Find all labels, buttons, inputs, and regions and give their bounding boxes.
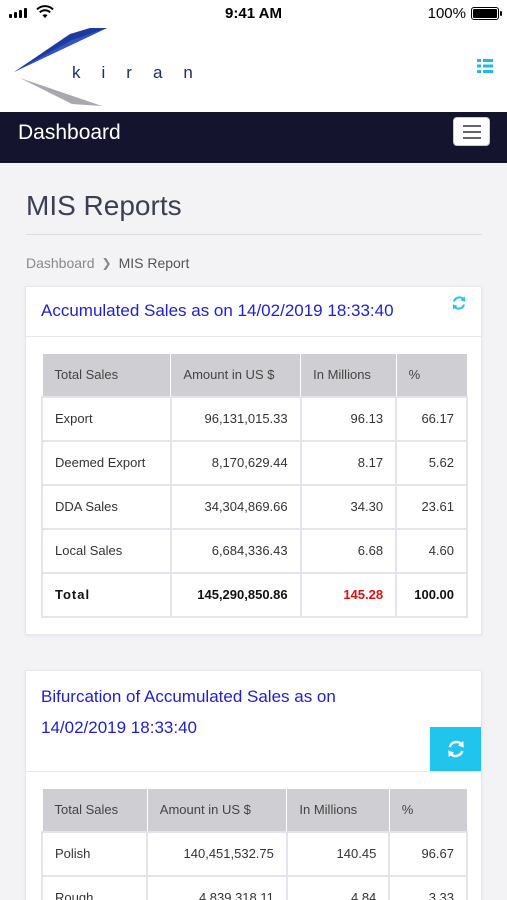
status-bar: 9:41 AM 100% [0,0,507,28]
logo-text: kiran [72,63,214,82]
amount-cell: 140,451,532.75 [146,830,288,877]
percent-cell: 3.33 [388,874,468,900]
chevron-right-icon: ❯ [101,256,112,270]
table-row: Export 96,131,015.33 96.13 66.17 [41,395,468,442]
table-row: Deemed Export 8,170,629.44 8.17 5.62 [41,439,468,486]
row-label: Polish [40,830,149,877]
row-label: Rough [40,874,149,900]
bifurcation-sales-card: Bifurcation of Accumulated Sales as on 1… [25,670,482,900]
table-row: Rough 4,839,318.11 4.84 3.33 [40,874,468,900]
row-label: Export [41,395,172,442]
total-amount: 145,290,850.86 [169,571,302,618]
table-row: Local Sales 6,684,336.43 6.68 4.60 [41,527,468,574]
battery-icon [471,7,502,20]
millions-cell: 4.84 [285,874,391,900]
accumulated-sales-table: Total Sales Amount in US $ In Millions %… [41,353,468,618]
brand-logo[interactable]: kiran [12,28,212,108]
column-header[interactable]: Amount in US $ [170,353,302,397]
column-header[interactable]: In Millions [300,353,397,397]
navbar: Dashboard [0,112,507,163]
table-header-row: Total Sales Amount in US $ In Millions % [41,788,468,832]
total-percent: 100.00 [395,571,468,618]
column-header[interactable]: Amount in US $ [146,788,288,832]
amount-cell: 8,170,629.44 [169,439,302,486]
percent-cell: 4.60 [395,527,468,574]
amount-cell: 34,304,869.66 [169,483,302,530]
row-label: DDA Sales [41,483,172,530]
breadcrumb-home-link[interactable]: Dashboard [26,255,95,271]
millions-cell: 34.30 [299,483,398,530]
amount-cell: 6,684,336.43 [169,527,302,574]
hamburger-menu-button[interactable] [453,117,490,146]
row-label: Deemed Export [41,439,172,486]
battery-percent: 100% [427,5,466,22]
card-title: Bifurcation of Accumulated Sales as on 1… [41,687,336,737]
millions-cell: 140.45 [285,830,391,877]
table-row: DDA Sales 34,304,869.66 34.30 23.61 [41,483,468,530]
millions-cell: 8.17 [299,439,398,486]
accumulated-sales-card: Accumulated Sales as on 14/02/2019 18:33… [25,286,482,635]
bifurcation-sales-table: Total Sales Amount in US $ In Millions %… [40,788,468,900]
amount-cell: 96,131,015.33 [169,395,302,442]
navbar-title[interactable]: Dashboard [18,121,121,144]
menu-icon [462,124,481,127]
millions-cell: 6.68 [299,527,398,574]
breadcrumb-current: MIS Report [118,255,190,271]
refresh-icon [447,740,464,758]
total-row: Total 145,290,850.86 145.28 100.00 [41,571,468,618]
percent-cell: 96.67 [388,830,468,877]
table-header-row: Total Sales Amount in US $ In Millions % [41,353,468,397]
percent-cell: 23.61 [395,483,468,530]
status-time: 9:41 AM [225,5,282,22]
column-header[interactable]: % [395,353,468,397]
divider [26,234,482,235]
total-millions: 145.28 [299,571,398,618]
percent-cell: 66.17 [395,395,468,442]
total-label: Total [41,571,172,618]
percent-cell: 5.62 [395,439,468,486]
wifi-icon [36,5,54,18]
column-header[interactable]: % [388,788,468,832]
millions-cell: 96.13 [299,395,398,442]
signal-icon [9,8,27,18]
amount-cell: 4,839,318.11 [146,874,288,900]
row-label: Local Sales [41,527,172,574]
column-header[interactable]: In Millions [286,788,390,832]
column-header[interactable]: Total Sales [41,353,172,397]
logo-header: kiran [0,28,507,112]
refresh-button[interactable] [430,727,481,771]
card-title: Accumulated Sales as on 14/02/2019 18:33… [41,301,394,320]
list-icon[interactable] [477,59,493,73]
logo-swoosh-icon [14,28,107,106]
breadcrumb: Dashboard ❯ MIS Report [26,255,189,271]
table-row: Polish 140,451,532.75 140.45 96.67 [40,830,468,877]
column-header[interactable]: Total Sales [41,788,148,832]
page-title: MIS Reports [26,190,182,221]
refresh-icon[interactable] [451,295,467,311]
